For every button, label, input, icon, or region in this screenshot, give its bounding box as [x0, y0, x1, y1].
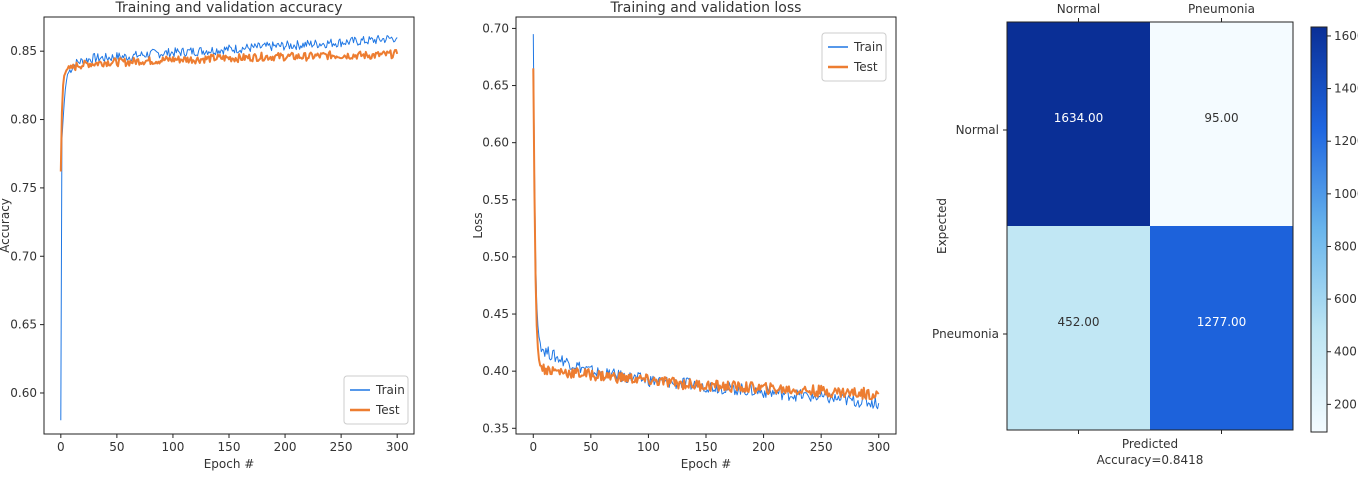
series-line-train: [532, 34, 880, 410]
colorbar-bar: [1310, 26, 1328, 433]
x-tick-label: 50: [109, 440, 124, 454]
y-tick-label: 0.65: [482, 79, 509, 93]
x-tick-label: 300: [867, 440, 890, 454]
y-tick-label: 0.45: [482, 307, 509, 321]
x-axis-label: Predicted: [1122, 437, 1178, 451]
legend-label-train: Train: [853, 40, 883, 54]
chart-title: Training and validation loss: [610, 0, 802, 16]
colorbar-tick-label: 200: [1334, 397, 1357, 411]
x-tick-label: 150: [218, 440, 241, 454]
y-tick-label: 0.85: [10, 44, 37, 58]
y-tick-label: 0.75: [10, 181, 37, 195]
chart-title: Training and validation accuracy: [114, 0, 342, 16]
matrix-cell: [1007, 226, 1150, 430]
x-tick-label: 100: [161, 440, 184, 454]
y-axis-label: Expected: [935, 198, 949, 254]
matrix-frame: [1006, 21, 1294, 431]
matrix-cell: [1150, 226, 1293, 430]
series-line-test: [532, 68, 880, 401]
matrix-cell-label: 1277.00: [1197, 315, 1247, 329]
x-tick-label: 50: [583, 440, 598, 454]
y-axis-label: Loss: [471, 212, 485, 238]
y-tick-label: 0.70: [482, 21, 509, 35]
colorbar-tick-label: 400: [1334, 345, 1357, 359]
x-tick-label: 250: [330, 440, 353, 454]
y-tick-label: 0.40: [482, 364, 509, 378]
colorbar-tick-label: 800: [1334, 239, 1357, 253]
col-label: Normal: [1057, 2, 1100, 16]
col-label: Pneumonia: [1188, 2, 1255, 16]
y-tick-label: 0.50: [482, 250, 509, 264]
x-tick-label: 200: [274, 440, 297, 454]
legend-label-test: Test: [375, 403, 400, 417]
matrix-cell: [1150, 22, 1293, 226]
x-tick-label: 0: [529, 440, 537, 454]
line-chart-1: Training and validation accuracy 0 50 100 15…: [0, 0, 415, 471]
y-tick-label: 0.65: [10, 318, 37, 332]
x-tick-label: 250: [810, 440, 833, 454]
colorbar-tick-label: 600: [1334, 292, 1357, 306]
series-line-train: [60, 34, 398, 421]
plot-frame: [43, 16, 415, 435]
y-tick-label: 0.60: [482, 136, 509, 150]
legend-label-test: Test: [853, 60, 878, 74]
colorbar: 200 400 600 800 1000 1200 1400 1600: [1310, 26, 1358, 433]
legend-box: [821, 32, 887, 82]
confusion-matrix: 1634.00 95.00 452.00 1277.00 Normal Pneumonia…: [932, 2, 1294, 467]
matrix-cell-label: 452.00: [1058, 315, 1100, 329]
matrix-cell-label: 1634.00: [1054, 111, 1104, 125]
x-tick-label: 100: [637, 440, 660, 454]
legend-label-train: Train: [375, 383, 405, 397]
x-tick-label: 150: [695, 440, 718, 454]
colorbar-tick-label: 1000: [1334, 187, 1358, 201]
x-tick-label: 300: [386, 440, 409, 454]
y-tick-label: 0.35: [482, 421, 509, 435]
matrix-cell: [1007, 22, 1150, 226]
line-chart-2: Training and validation loss 0 50 100 150 200…: [471, 0, 897, 471]
colorbar-tick-label: 1200: [1334, 134, 1358, 148]
row-label: Pneumonia: [932, 327, 999, 341]
x-tick-label: 200: [752, 440, 775, 454]
y-axis-label: Accuracy: [0, 198, 12, 253]
row-label: Normal: [956, 123, 999, 137]
colorbar-tick-label: 1400: [1334, 82, 1358, 96]
x-tick-label: 0: [57, 440, 65, 454]
y-tick-label: 0.70: [10, 249, 37, 263]
accuracy-caption: Accuracy=0.8418: [1097, 453, 1204, 467]
series-line-test: [59, 49, 399, 172]
colorbar-tick-label: 1600: [1334, 29, 1358, 43]
legend: Train Test: [821, 32, 887, 82]
y-tick-label: 0.60: [10, 386, 37, 400]
x-axis-label: Epoch #: [681, 457, 732, 471]
y-tick-label: 0.55: [482, 193, 509, 207]
matrix-cell-label: 95.00: [1204, 111, 1238, 125]
legend: Train Test: [343, 375, 409, 425]
y-tick-label: 0.80: [10, 113, 37, 127]
legend-box: [343, 375, 409, 425]
x-axis-label: Epoch #: [204, 457, 255, 471]
